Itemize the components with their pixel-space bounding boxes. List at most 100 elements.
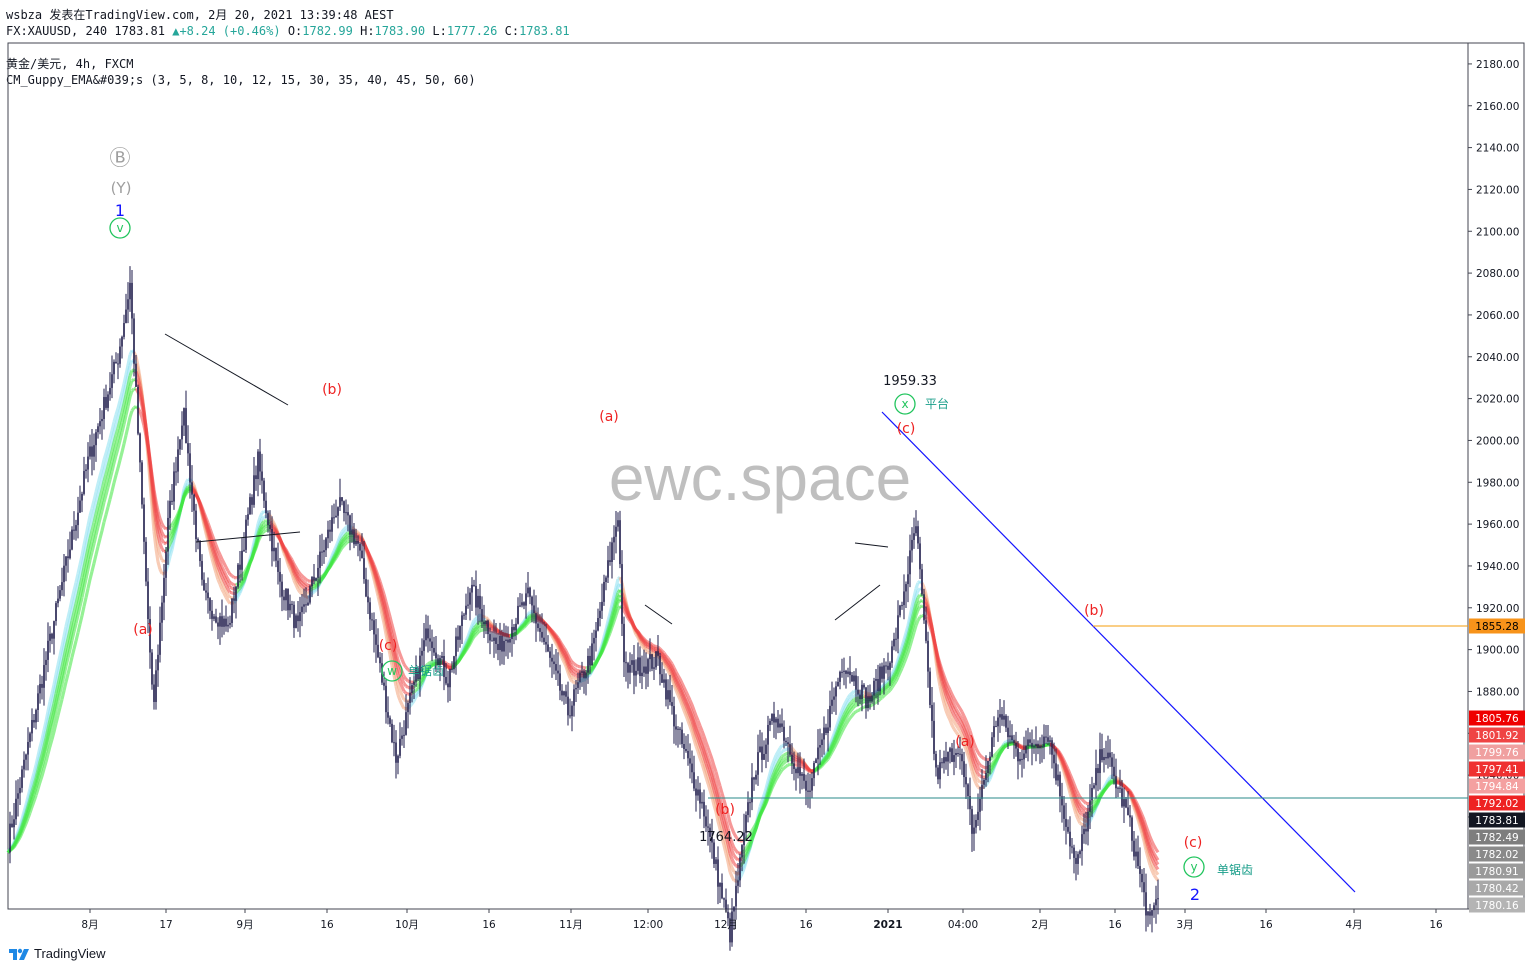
price-tag[interactable] [1469, 710, 1525, 726]
wave-label[interactable]: Ⓑ [110, 146, 131, 170]
price-tag[interactable] [1469, 829, 1525, 845]
channel-line[interactable] [644, 604, 673, 625]
wave-label[interactable]: w [387, 664, 397, 678]
ema-ribbon-segment [1092, 802, 1098, 807]
candle-body [1115, 776, 1117, 789]
price-tag[interactable] [1469, 795, 1525, 811]
wave-label[interactable]: (a) [955, 734, 975, 750]
ema-ribbon-segment [696, 738, 702, 746]
ema-ribbon-segment [1150, 840, 1156, 847]
candle-body [971, 809, 973, 834]
candle-body [349, 515, 351, 535]
ema-ribbon-segment [126, 375, 132, 387]
wave-label[interactable]: (b) [322, 382, 342, 398]
ema-ribbon-segment [776, 759, 782, 765]
ohlc-bar: FX:XAUUSD, 240 1783.81 ▲+8.24 (+0.46%) O… [6, 24, 570, 38]
ema-ribbon-segment [948, 711, 954, 719]
ema-ribbon-segment [118, 422, 124, 431]
ema-ribbon-segment [84, 588, 90, 598]
price-tag[interactable] [1469, 744, 1525, 760]
ema-ribbon-segment [292, 579, 298, 586]
triangle-upper-line[interactable] [164, 333, 289, 406]
wave-label[interactable]: 1764.22 [699, 830, 753, 845]
ema-ribbon-segment [108, 440, 114, 450]
wave-label[interactable]: (Y) [111, 179, 132, 197]
triangle-lower-line[interactable] [195, 531, 301, 543]
wave-label[interactable]: v [116, 221, 123, 235]
ema-ribbon-segment [672, 667, 678, 673]
candle-body [605, 577, 607, 583]
downtrend-line[interactable] [881, 411, 1356, 893]
wave-label[interactable]: (a) [133, 622, 153, 638]
ema-ribbon-segment [734, 856, 740, 862]
candle-body [231, 598, 233, 624]
candle-body [347, 512, 349, 516]
ema-ribbon-segment [962, 727, 968, 734]
ema-ribbon-segment [84, 525, 90, 537]
price-tag[interactable] [1469, 778, 1525, 794]
price-tag[interactable] [1469, 880, 1525, 896]
candle-body [809, 790, 811, 792]
wave-label[interactable]: 2 [1190, 885, 1200, 904]
ema-ribbon-segment [168, 544, 174, 551]
wave-label[interactable]: (a) [599, 409, 619, 425]
ema-ribbon-segment [479, 628, 483, 633]
wave-label[interactable]: (c) [379, 638, 398, 654]
wave-label[interactable]: x [901, 397, 908, 411]
price-tag[interactable] [1469, 727, 1525, 743]
price-tag[interactable] [1469, 863, 1525, 879]
ema-ribbon-segment [84, 536, 90, 548]
candle-body [609, 560, 611, 562]
wave-label[interactable]: (b) [715, 802, 735, 818]
ema-ribbon-segment [296, 583, 302, 589]
wave-label[interactable]: y [1190, 860, 1197, 874]
ema-ribbon-segment [64, 673, 70, 683]
ema-ribbon-segment [258, 512, 264, 519]
wave-label[interactable]: 1959.33 [883, 374, 937, 389]
candle-body [687, 750, 689, 759]
ema-ribbon-segment [686, 701, 692, 708]
price-tag[interactable] [1469, 897, 1525, 913]
wave-label[interactable]: 单锯齿 [408, 663, 444, 678]
indicator-legend[interactable]: CM_Guppy_EMA&#039;s (3, 5, 8, 10, 12, 15… [6, 73, 476, 87]
tradingview-footer[interactable]: TradingView [8, 946, 106, 961]
ema-ribbon-segment [724, 828, 730, 837]
flag-lower-line[interactable] [834, 584, 881, 621]
ema-ribbon-segment [382, 593, 388, 603]
ema-ribbon-segment [42, 750, 48, 760]
ema-ribbon-segment [394, 651, 400, 661]
ema-ribbon-segment [914, 597, 920, 604]
ema-ribbon-segment [76, 575, 82, 586]
candle-body [875, 678, 877, 681]
ema-ribbon-segment [122, 394, 128, 405]
ema-ribbon-segment [344, 531, 350, 536]
ema-ribbon-segment [156, 510, 162, 519]
ema-ribbon-segment [948, 705, 954, 712]
candle-body [219, 616, 221, 627]
price-tag[interactable] [1469, 618, 1525, 634]
wave-label[interactable]: 平台 [925, 396, 949, 411]
wave-label[interactable]: (c) [1184, 835, 1203, 851]
candle-body [1015, 742, 1017, 749]
ema-ribbon-segment [950, 716, 956, 723]
candle-body [631, 660, 633, 665]
price-tag[interactable] [1469, 812, 1525, 828]
ema-ribbon-segment [692, 732, 698, 741]
wave-label[interactable]: 1 [115, 201, 125, 220]
ema-ribbon-segment [1126, 787, 1132, 793]
candle-body [603, 582, 605, 602]
candle-body [79, 500, 81, 513]
candle-body [757, 752, 759, 775]
wave-label[interactable]: 单锯齿 [1217, 862, 1253, 877]
ema-ribbon-segment [72, 613, 78, 623]
price-tag[interactable] [1469, 761, 1525, 777]
ema-ribbon-segment [726, 835, 732, 846]
wave-label[interactable]: (b) [1084, 603, 1104, 619]
price-tag[interactable] [1469, 846, 1525, 862]
flag-upper-line[interactable] [854, 542, 889, 548]
ema-ribbon-segment [122, 414, 128, 425]
wave-label[interactable]: (c) [897, 421, 916, 437]
candle-body [799, 767, 801, 776]
ema-ribbon-segment [456, 657, 462, 663]
